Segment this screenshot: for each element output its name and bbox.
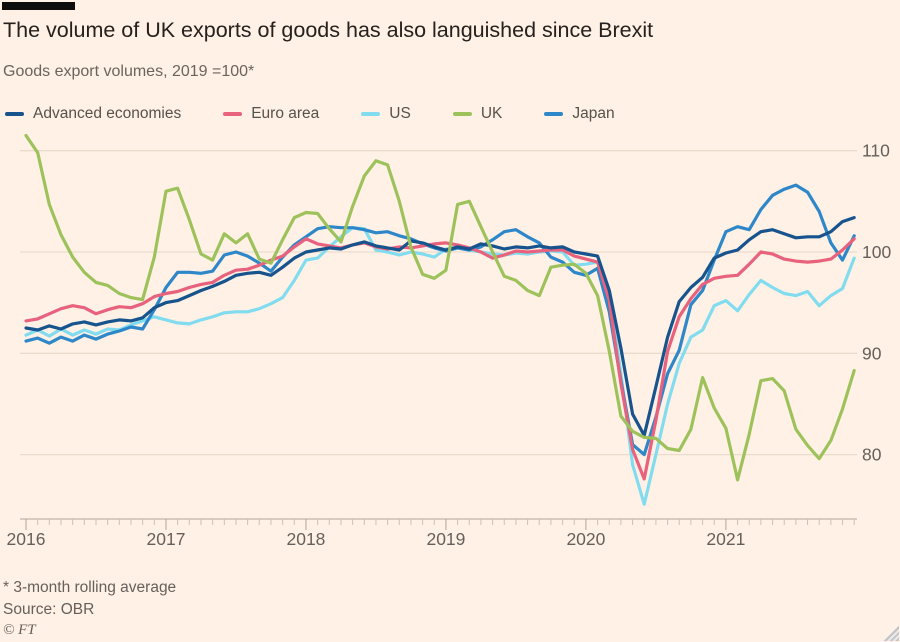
- legend-item-us: US: [361, 105, 411, 123]
- legend-label: UK: [480, 105, 503, 122]
- y-axis-tick-label: 110: [862, 141, 890, 161]
- y-axis-tick-label: 100: [862, 242, 891, 262]
- y-axis-tick-label: 90: [862, 343, 882, 363]
- us-line: [24, 226, 856, 506]
- line-chart: 80 90 100 110 2016 2017 2018 2019 2020 2021: [7, 133, 891, 549]
- x-axis-year-label: 2019: [426, 529, 465, 549]
- x-axis-year-label: 2016: [7, 529, 46, 549]
- legend-label: Advanced economies: [33, 105, 182, 122]
- legend-item-advanced-economies: Advanced economies: [5, 105, 181, 123]
- legend-label: Japan: [572, 105, 615, 122]
- source-label: Source: OBR: [3, 601, 95, 618]
- x-axis-year-label: 2020: [566, 529, 605, 549]
- legend-label: US: [389, 105, 411, 122]
- y-axis-tick-label: 80: [862, 445, 882, 465]
- legend-label: Euro area: [251, 105, 320, 122]
- uk-line: [24, 133, 856, 482]
- x-axis-year-label: 2017: [147, 529, 186, 549]
- chart-subtitle: Goods export volumes, 2019 =100*: [3, 63, 255, 80]
- legend: Advanced economies Euro area US UK Japan: [5, 105, 615, 123]
- top-accent-bar: [2, 2, 75, 10]
- legend-item-euro-area: Euro area: [223, 105, 319, 123]
- euro-area-line: [24, 237, 856, 481]
- footnote: * 3-month rolling average: [3, 579, 177, 596]
- x-axis-year-label: 2021: [706, 529, 745, 549]
- chart-title: The volume of UK exports of goods has al…: [3, 18, 654, 42]
- ft-copyright: © FT: [3, 622, 36, 638]
- legend-swatch-icon: [361, 111, 381, 117]
- legend-swatch-icon: [223, 111, 243, 117]
- legend-swatch-icon: [5, 111, 24, 117]
- advanced-economies-line: [24, 216, 856, 437]
- legend-item-uk: UK: [452, 105, 503, 123]
- x-axis-year-label: 2018: [286, 529, 325, 549]
- legend-item-japan: Japan: [544, 105, 615, 123]
- legend-swatch-icon: [544, 111, 564, 117]
- resize-handle-icon[interactable]: [883, 625, 899, 641]
- legend-swatch-icon: [452, 111, 472, 117]
